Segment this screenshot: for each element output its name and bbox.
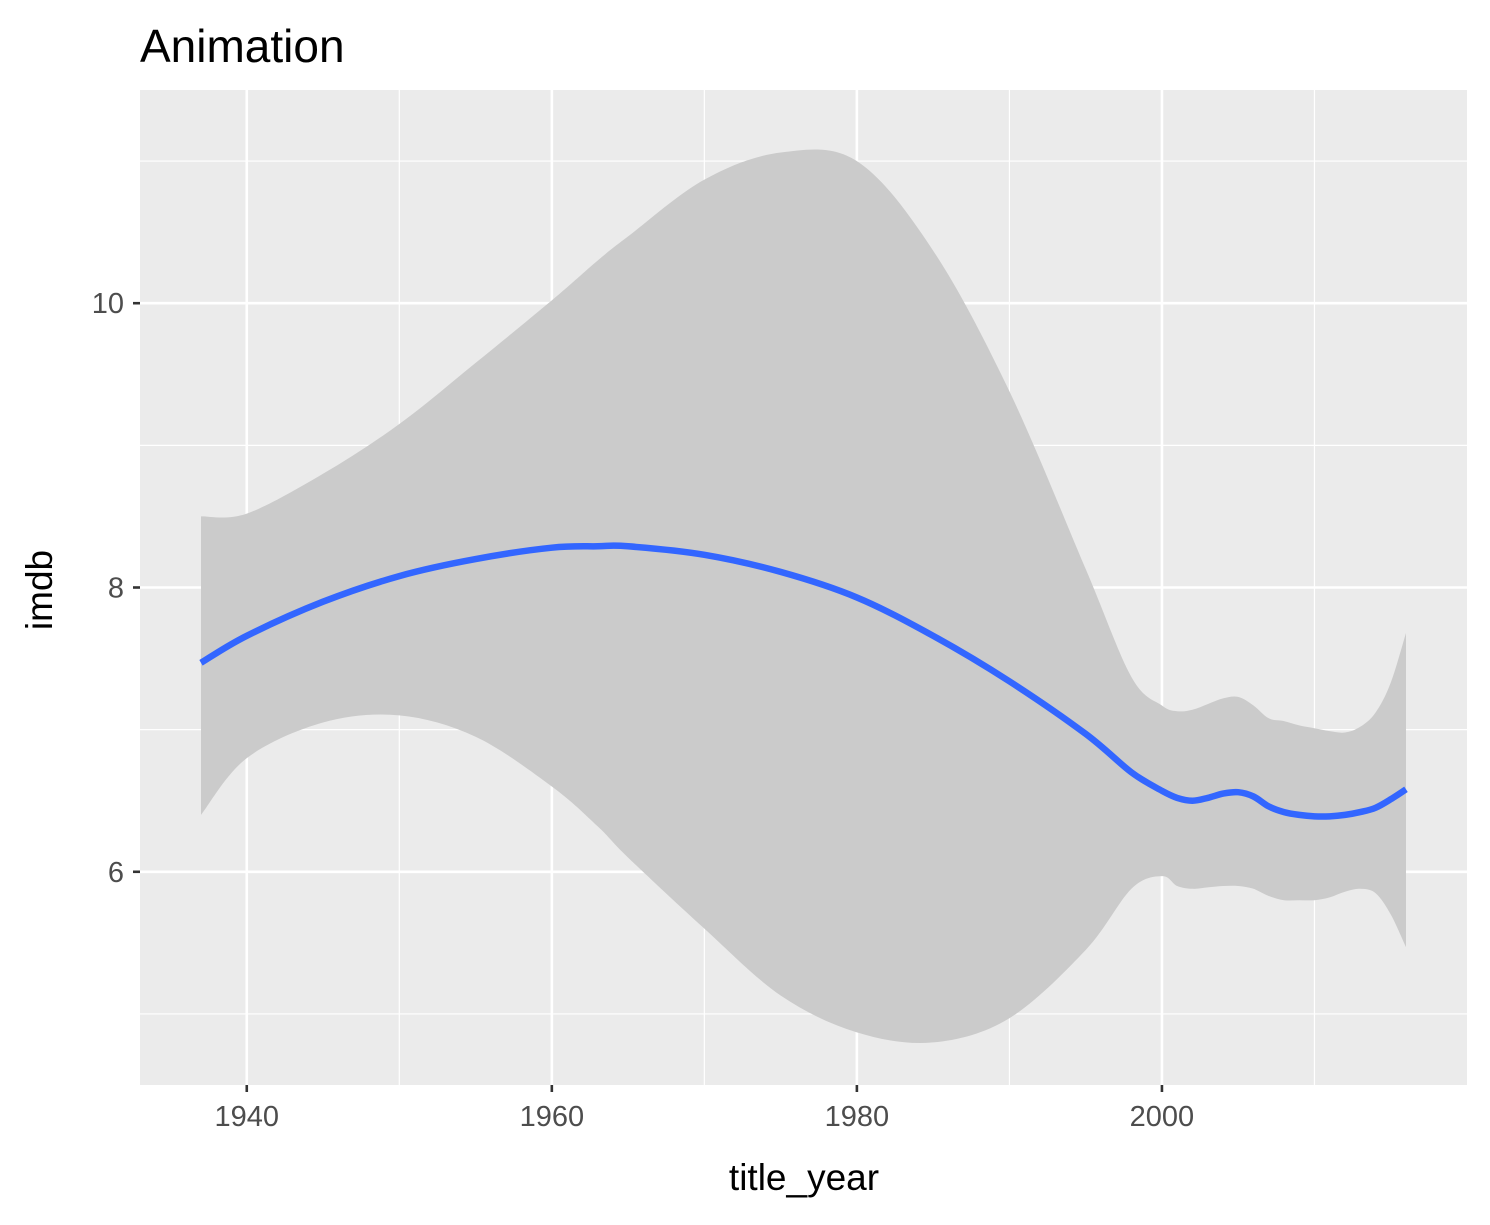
x-axis: 1940 1960 1980 2000	[215, 1085, 1195, 1133]
x-tick-label: 1980	[825, 1101, 890, 1133]
chart-title: Animation	[140, 20, 345, 72]
x-tick-label: 1940	[215, 1101, 280, 1133]
x-tick-label: 1960	[520, 1101, 585, 1133]
y-axis-title: imdb	[19, 550, 60, 630]
x-tick-label: 2000	[1130, 1101, 1195, 1133]
y-tick-label: 8	[108, 573, 124, 605]
smooth-trend-line	[199, 542, 1408, 820]
confidence-ribbon	[201, 149, 1406, 1044]
x-axis-title: title_year	[729, 1157, 879, 1198]
y-tick-label: 10	[92, 288, 124, 320]
y-axis: 6 8 10	[92, 288, 140, 889]
y-tick-label: 6	[108, 857, 124, 889]
